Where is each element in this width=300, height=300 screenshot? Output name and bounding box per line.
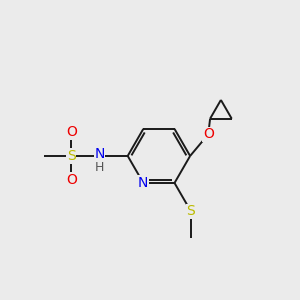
Text: O: O bbox=[66, 125, 77, 139]
Text: O: O bbox=[203, 127, 214, 141]
Text: N: N bbox=[94, 148, 105, 161]
Text: S: S bbox=[187, 204, 195, 218]
Text: H: H bbox=[95, 161, 104, 174]
Text: S: S bbox=[67, 149, 76, 163]
Text: O: O bbox=[66, 173, 77, 187]
Text: N: N bbox=[138, 176, 148, 190]
